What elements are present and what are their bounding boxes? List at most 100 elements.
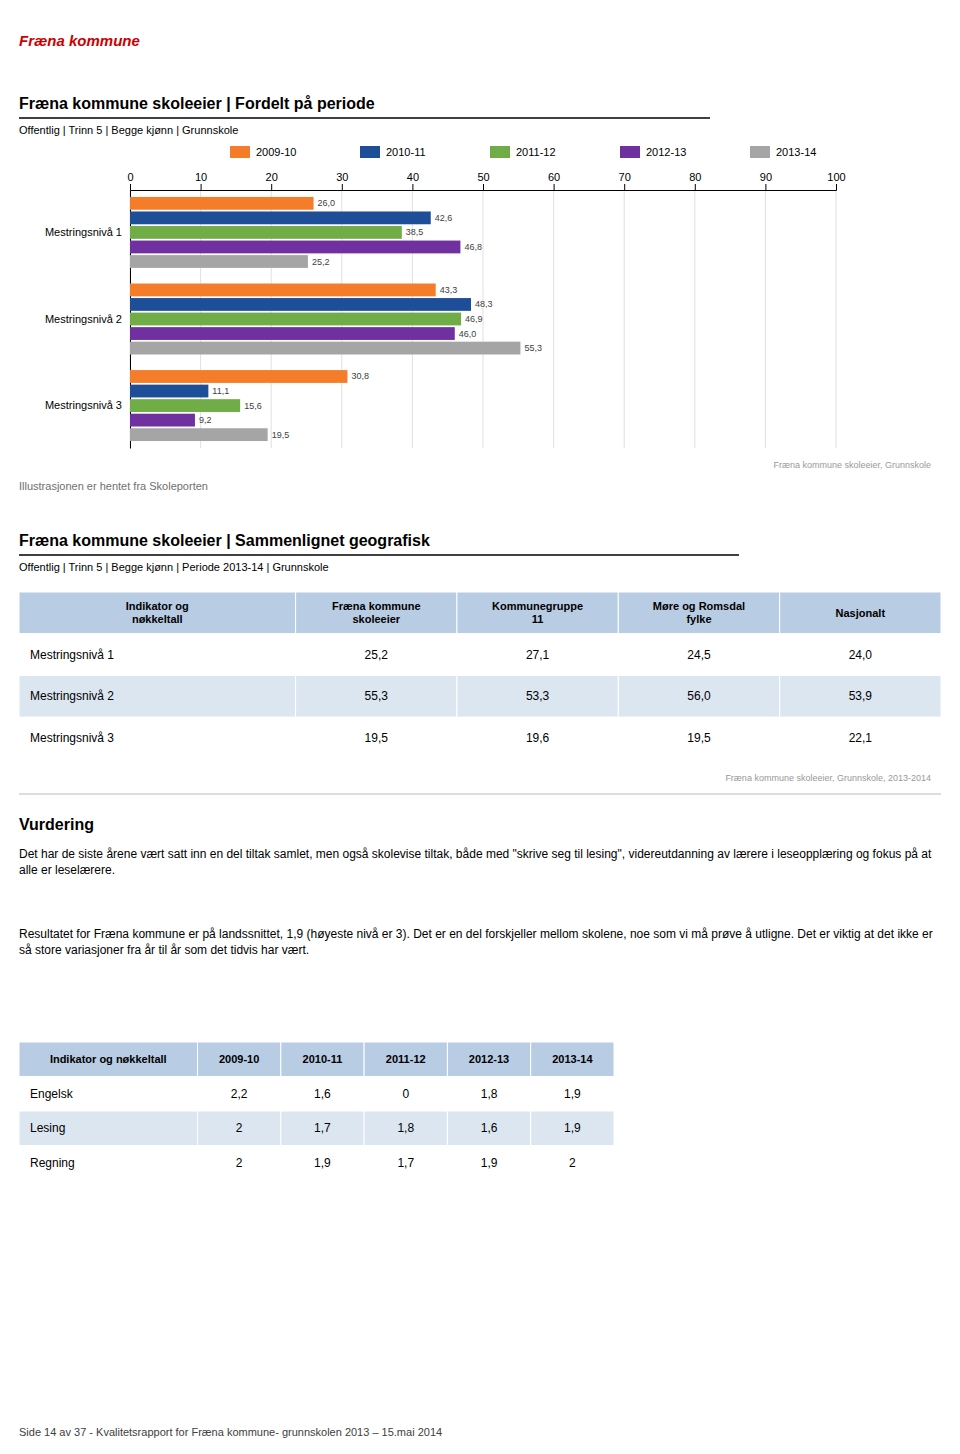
watermark: Fræna kommune skoleeier, Grunnskole xyxy=(773,460,931,470)
legend-label: 2010-11 xyxy=(386,146,426,158)
x-tick-label: 60 xyxy=(548,171,560,183)
table-cell xyxy=(281,1111,364,1146)
bar xyxy=(130,284,436,297)
data-label: 19,5 xyxy=(272,430,290,440)
chart-subtitle: Offentlig | Trinn 5 | Begge kjønn | Grun… xyxy=(19,124,238,136)
legend-swatch xyxy=(490,146,510,158)
x-tick: 30 xyxy=(336,171,348,190)
bar xyxy=(130,428,268,441)
section-title: Vurdering xyxy=(19,816,94,833)
table-header-cell xyxy=(19,592,296,634)
table-cell-text: 19,5 xyxy=(365,731,389,745)
table-cell-text: 24,5 xyxy=(687,648,711,662)
x-tick: 90 xyxy=(760,171,772,190)
legend-swatch xyxy=(750,146,770,158)
table-header-text: 2010-11 xyxy=(303,1053,343,1065)
bar xyxy=(130,327,455,340)
table-cell xyxy=(19,1111,198,1146)
rule xyxy=(19,794,941,795)
x-tick-label: 90 xyxy=(760,171,772,183)
x-tick: 80 xyxy=(689,171,701,190)
bar xyxy=(130,370,347,383)
table-cell-text: 1,9 xyxy=(564,1121,581,1135)
x-tick-mark xyxy=(695,184,696,190)
table-cell-text: 22,1 xyxy=(849,731,873,745)
table-cell xyxy=(198,1077,281,1112)
table-cell-text: 2 xyxy=(236,1121,243,1135)
grid-line xyxy=(694,190,695,448)
legend-swatch xyxy=(360,146,380,158)
table-cell-text: 56,0 xyxy=(687,689,711,703)
bar xyxy=(130,399,240,412)
data-label: 46,0 xyxy=(459,329,477,339)
table-cell xyxy=(198,1111,281,1146)
table-cell xyxy=(281,1146,364,1181)
table-cell xyxy=(19,634,296,676)
table-header-text: 2012-13 xyxy=(469,1053,509,1065)
table-header-cell xyxy=(296,592,457,634)
grid-line xyxy=(765,190,766,448)
x-tick-label: 70 xyxy=(619,171,631,183)
paragraph: Resultatet for Fræna kommune er på lands… xyxy=(19,926,941,958)
table-cell-text: 53,3 xyxy=(526,689,550,703)
table-cell-text: 1,7 xyxy=(314,1121,331,1135)
x-tick-label: 30 xyxy=(336,171,348,183)
data-label: 15,6 xyxy=(244,401,262,411)
table-cell xyxy=(364,1146,447,1181)
table-cell xyxy=(19,676,296,718)
table-cell xyxy=(531,1146,614,1181)
x-tick-mark xyxy=(554,184,555,190)
table-cell xyxy=(618,717,779,759)
table-cell-text: 1,8 xyxy=(481,1087,498,1101)
table: Indikator ognøkkeltallFræna kommuneskole… xyxy=(19,592,941,759)
table-cell xyxy=(531,1111,614,1146)
legend-item: 2010-11 xyxy=(360,146,426,158)
table-cell-text: Engelsk xyxy=(30,1087,74,1101)
table-cell xyxy=(780,676,941,718)
grid-line xyxy=(553,190,554,448)
table-cell xyxy=(281,1077,364,1112)
table-header-cell xyxy=(19,1042,198,1077)
bar-chart: 0102030405060708090100Mestringsnivå 1Mes… xyxy=(45,171,846,449)
paragraph: Det har de siste årene vært satt inn en … xyxy=(19,846,941,878)
table-cell xyxy=(457,717,618,759)
table-cell xyxy=(447,1077,530,1112)
bar xyxy=(130,197,314,210)
x-tick-label: 10 xyxy=(195,171,207,183)
table: Indikator og nøkkeltall2009-102010-11201… xyxy=(19,1042,614,1180)
illustration-note: Illustrasjonen er hentet fra Skoleporten xyxy=(19,480,208,492)
x-tick: 20 xyxy=(266,171,278,190)
x-tick-mark xyxy=(201,184,202,190)
table-cell xyxy=(19,1077,198,1112)
table-cell xyxy=(457,676,618,718)
x-tick: 10 xyxy=(195,171,207,190)
data-label: 11,1 xyxy=(212,386,229,396)
table-cell-text: Regning xyxy=(30,1156,75,1170)
data-label: 46,8 xyxy=(464,242,482,252)
section-title: Fræna kommune skoleeier | Sammenlignet g… xyxy=(19,532,430,549)
legend-item: 2012-13 xyxy=(620,146,686,158)
legend-label: 2012-13 xyxy=(646,146,686,158)
table-header-text: 2009-10 xyxy=(219,1053,259,1065)
x-tick-mark xyxy=(130,184,131,190)
table-cell-text: 2 xyxy=(569,1156,576,1170)
table-header-text: Kommunegruppe11 xyxy=(492,600,583,625)
table-cell xyxy=(447,1111,530,1146)
legend-item: 2009-10 xyxy=(230,146,296,158)
x-tick-mark xyxy=(271,184,272,190)
table-header-cell xyxy=(531,1042,614,1077)
table-cell xyxy=(19,717,296,759)
legend-label: 2011-12 xyxy=(516,146,556,158)
table-cell xyxy=(296,676,457,718)
table-cell-text: 19,6 xyxy=(526,731,550,745)
legend-swatch xyxy=(230,146,250,158)
table-header-cell xyxy=(618,592,779,634)
table-header-cell xyxy=(198,1042,281,1077)
table-cell-text: 1,8 xyxy=(397,1121,414,1135)
table-cell-text: 1,6 xyxy=(481,1121,498,1135)
data-label: 55,3 xyxy=(524,343,542,353)
data-label: 26,0 xyxy=(318,198,336,208)
data-label: 38,5 xyxy=(406,227,424,237)
legend-item: 2013-14 xyxy=(750,146,816,158)
y-tick-label: Mestringsnivå 2 xyxy=(45,313,122,325)
